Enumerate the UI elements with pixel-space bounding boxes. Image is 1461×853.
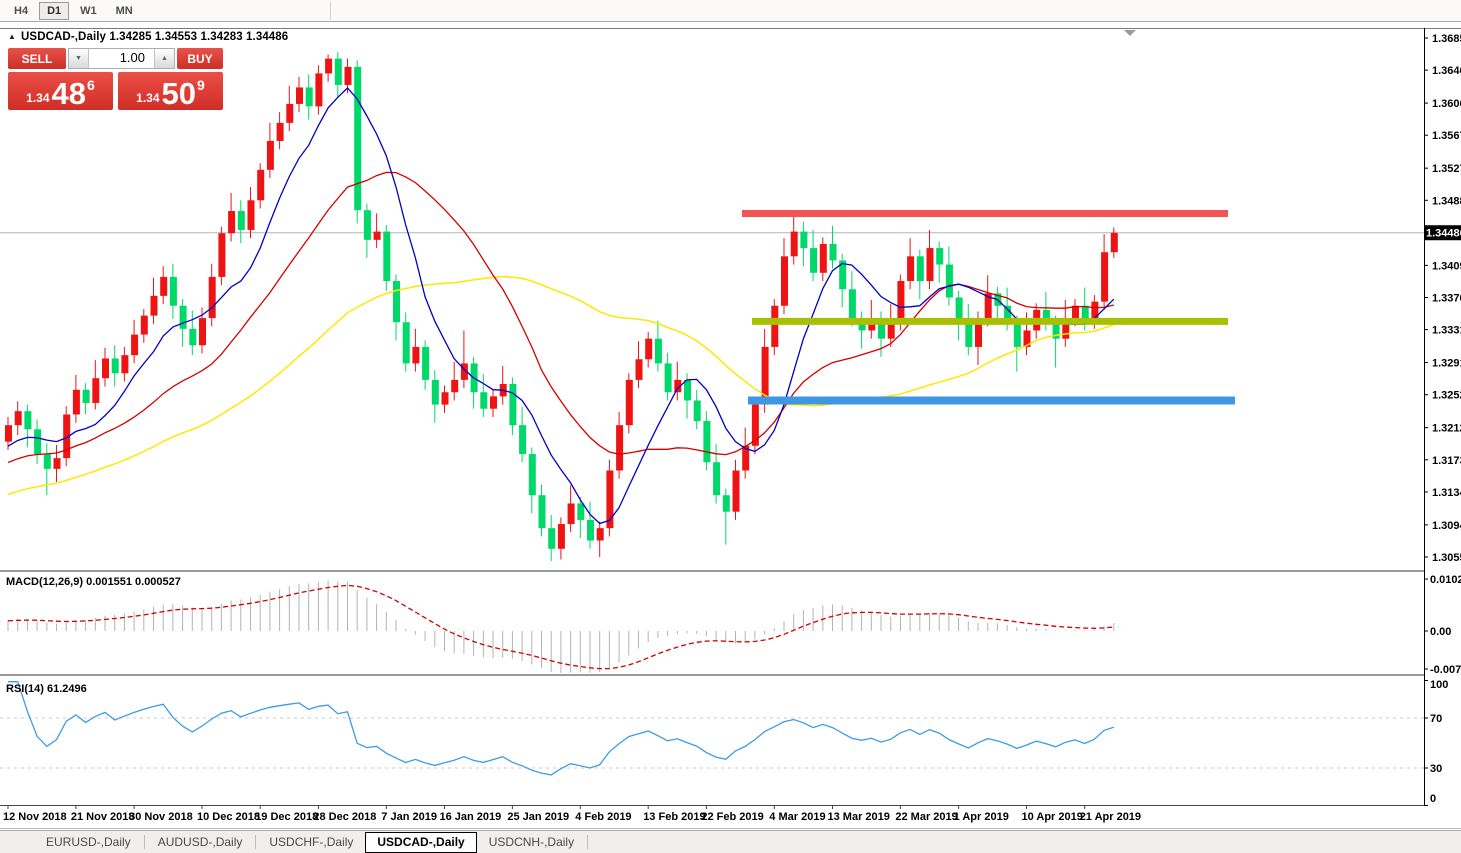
svg-text:13 Feb 2019: 13 Feb 2019 — [643, 811, 705, 823]
svg-text:1.32520: 1.32520 — [1432, 390, 1461, 402]
rsi-line — [8, 681, 1114, 776]
collapse-triangle-icon[interactable]: ▲ — [8, 32, 17, 41]
ma-slow-line — [7, 275, 1115, 496]
svg-text:19 Dec 2018: 19 Dec 2018 — [255, 811, 318, 823]
timeframe-mn-button[interactable]: MN — [115, 4, 133, 17]
svg-text:1.33700: 1.33700 — [1432, 293, 1461, 305]
svg-text:7 Jan 2019: 7 Jan 2019 — [381, 811, 437, 823]
svg-text:16 Jan 2019: 16 Jan 2019 — [440, 811, 502, 823]
chevron-down-icon: ▼ — [75, 55, 82, 62]
one-click-trade-panel: SELL ▼ 1.00 ▲ BUY 1.34 48 6 1.34 50 9 — [8, 48, 223, 110]
chevron-up-icon: ▲ — [161, 55, 168, 62]
timeframe-d1-button[interactable]: D1 — [39, 1, 70, 20]
svg-text:0: 0 — [1430, 793, 1436, 805]
svg-text:0.00: 0.00 — [1430, 626, 1451, 638]
timeframe-toolbar: H4 D1 W1 MN — [0, 0, 1461, 22]
svg-text:70: 70 — [1430, 713, 1442, 725]
timeframe-h4-button[interactable]: H4 — [14, 4, 29, 17]
tab-separator — [143, 835, 145, 849]
svg-text:1.35670: 1.35670 — [1432, 130, 1461, 142]
volume-increase-button[interactable]: ▲ — [154, 49, 174, 68]
macd-panel — [7, 580, 1115, 673]
svg-text:-0.007477: -0.007477 — [1430, 664, 1461, 676]
chart-title: ▲ USDCAD-,Daily 1.34285 1.34553 1.34283 1… — [8, 31, 288, 43]
svg-text:22 Feb 2019: 22 Feb 2019 — [701, 811, 763, 823]
current-price-label — [1424, 225, 1461, 241]
svg-text:1.34486: 1.34486 — [1426, 228, 1461, 240]
tab-separator — [587, 835, 589, 849]
horizontal-lines[interactable] — [742, 209, 1235, 405]
svg-text:4 Feb 2019: 4 Feb 2019 — [575, 811, 631, 823]
chart-tab-bar: EURUSD-,Daily AUDUSD-,Daily USDCHF-,Dail… — [0, 830, 1461, 853]
svg-text:1.32910: 1.32910 — [1432, 358, 1461, 370]
svg-text:21 Nov 2018: 21 Nov 2018 — [71, 811, 135, 823]
chart-title-text: USDCAD-,Daily 1.34285 1.34553 1.34283 1.… — [21, 31, 289, 43]
svg-text:0.010229: 0.010229 — [1430, 574, 1461, 586]
svg-text:1.36460: 1.36460 — [1432, 65, 1461, 77]
svg-text:100: 100 — [1430, 679, 1448, 691]
bid-price-pip: 6 — [87, 77, 95, 93]
ma-mid-line — [7, 171, 1114, 464]
svg-text:1.34880: 1.34880 — [1432, 195, 1461, 207]
ma-fast-line — [7, 87, 1115, 525]
volume-input[interactable]: 1.00 — [119, 50, 145, 65]
svg-text:12 Nov 2018: 12 Nov 2018 — [3, 811, 67, 823]
svg-text:1.34090: 1.34090 — [1432, 260, 1461, 272]
svg-text:10 Apr 2019: 10 Apr 2019 — [1022, 811, 1083, 823]
volume-spinner: ▼ 1.00 ▲ — [68, 48, 175, 69]
ask-quote-box[interactable]: 1.34 50 9 — [118, 72, 223, 110]
price-axis[interactable]: 1.36850 1.36460 1.36060 1.35670 1.35270 1.348… — [1424, 28, 1461, 806]
volume-decrease-button[interactable]: ▼ — [69, 49, 89, 68]
svg-text:1.31730: 1.31730 — [1432, 455, 1461, 467]
svg-text:1.33310: 1.33310 — [1432, 325, 1461, 337]
svg-text:28 Dec 2018: 28 Dec 2018 — [313, 811, 376, 823]
bid-price-big: 48 — [51, 76, 87, 111]
tab-separator — [255, 835, 257, 849]
svg-text:10 Dec 2018: 10 Dec 2018 — [197, 811, 260, 823]
toolbar-separator — [330, 2, 332, 20]
panel-backgrounds — [0, 22, 1461, 853]
rsi-panel — [0, 681, 1424, 776]
svg-text:1.30550: 1.30550 — [1432, 552, 1461, 564]
ask-price-small: 1.34 — [136, 91, 160, 105]
moving-averages — [7, 87, 1115, 525]
timeframe-w1-button[interactable]: W1 — [80, 4, 97, 17]
chart-shift-marker-icon — [1124, 30, 1136, 36]
tab-usdcad-daily[interactable]: USDCAD-,Daily — [365, 831, 477, 853]
tab-audusd-daily[interactable]: AUDUSD-,Daily — [157, 834, 243, 849]
bid-quote-box[interactable]: 1.34 48 6 — [8, 72, 113, 110]
svg-text:30: 30 — [1430, 763, 1442, 775]
macd-indicator-label: MACD(12,26,9) 0.001551 0.000527 — [6, 576, 181, 588]
ask-price-big: 50 — [161, 76, 197, 111]
bid-price-small: 1.34 — [26, 91, 50, 105]
svg-text:1.30940: 1.30940 — [1432, 520, 1461, 532]
buy-button[interactable]: BUY — [177, 48, 223, 69]
tab-usdcnh-daily[interactable]: USDCNH-,Daily — [488, 834, 575, 849]
svg-text:1 Apr 2019: 1 Apr 2019 — [954, 811, 1009, 823]
rsi-indicator-label: RSI(14) 61.2496 — [6, 683, 87, 695]
svg-text:30 Nov 2018: 30 Nov 2018 — [129, 811, 193, 823]
svg-text:21 Apr 2019: 21 Apr 2019 — [1080, 811, 1141, 823]
sell-button[interactable]: SELL — [8, 48, 66, 69]
svg-text:4 Mar 2019: 4 Mar 2019 — [769, 811, 825, 823]
macd-signal-line — [7, 584, 1114, 670]
svg-text:1.36850: 1.36850 — [1432, 33, 1461, 45]
svg-text:22 Mar 2019: 22 Mar 2019 — [895, 811, 957, 823]
chart-shift-marker[interactable] — [1124, 30, 1136, 36]
tab-usdchf-daily[interactable]: USDCHF-,Daily — [269, 834, 354, 849]
svg-text:1.36060: 1.36060 — [1432, 98, 1461, 110]
svg-text:13 Mar 2019: 13 Mar 2019 — [828, 811, 890, 823]
svg-text:1.31340: 1.31340 — [1432, 487, 1461, 499]
svg-text:1.35270: 1.35270 — [1432, 163, 1461, 175]
tab-eurusd-daily[interactable]: EURUSD-,Daily — [46, 834, 131, 849]
ask-price-pip: 9 — [197, 77, 205, 93]
svg-text:25 Jan 2019: 25 Jan 2019 — [507, 811, 569, 823]
svg-text:1.32120: 1.32120 — [1432, 423, 1461, 435]
